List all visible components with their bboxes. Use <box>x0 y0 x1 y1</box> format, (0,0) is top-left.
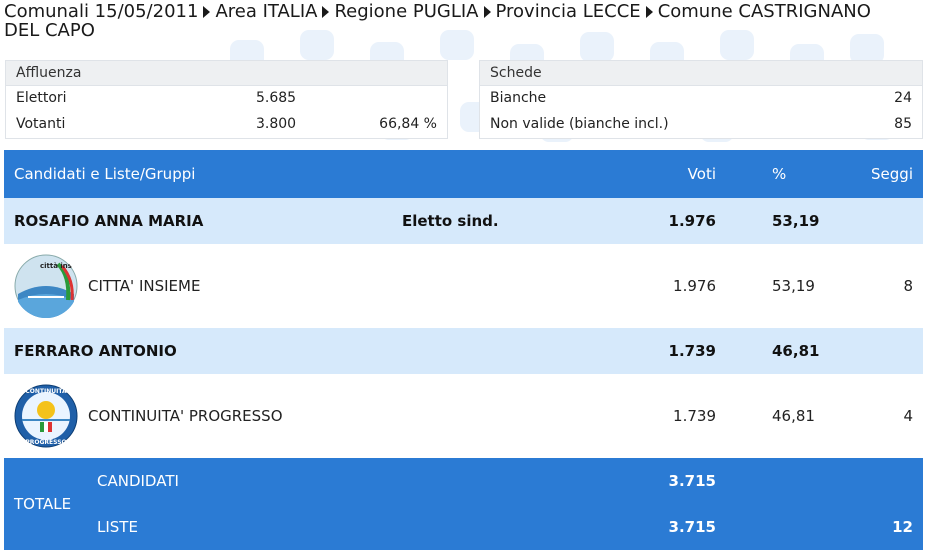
list-row: CONTINUITÀ PROGRESSO CONTINUITA' PROGRES… <box>4 374 923 458</box>
elettori-value: 5.685 <box>256 90 296 106</box>
header-voti: Voti <box>688 165 716 183</box>
votanti-row: Votanti 3.800 66,84 % <box>6 112 447 138</box>
results-table: Candidati e Liste/Gruppi Voti % Seggi RO… <box>4 150 923 550</box>
breadcrumb-region[interactable]: Regione PUGLIA <box>334 1 478 22</box>
totale-liste-seggi: 12 <box>892 518 913 536</box>
totale-liste-label: LISTE <box>97 518 138 536</box>
breadcrumb-province[interactable]: Provincia LECCE <box>496 1 641 22</box>
logo-text-bottom: PROGRESSO <box>25 439 66 446</box>
totale-liste-row: LISTE 3.715 12 <box>4 504 923 550</box>
totale-candidati-voti: 3.715 <box>669 472 716 490</box>
elettori-row: Elettori 5.685 <box>6 86 447 112</box>
list-seggi: 8 <box>903 277 913 295</box>
list-percent: 53,19 <box>772 277 815 295</box>
totale-candidati-row: CANDIDATI 3.715 <box>4 458 923 504</box>
breadcrumb-area[interactable]: Area ITALIA <box>215 1 317 22</box>
list-percent: 46,81 <box>772 407 815 425</box>
candidate-voti: 1.976 <box>669 212 716 230</box>
totale-liste-voti: 3.715 <box>669 518 716 536</box>
candidate-percent: 53,19 <box>772 212 819 230</box>
elected-badge: Eletto sind. <box>402 212 499 230</box>
breadcrumb-separator-icon <box>203 6 210 18</box>
header-name: Candidati e Liste/Gruppi <box>14 165 195 183</box>
list-voti: 1.739 <box>673 407 716 425</box>
list-row: città insieme CITTA' INSIEME 1.976 53,19… <box>4 244 923 328</box>
breadcrumb-election[interactable]: Comunali 15/05/2011 <box>4 1 198 22</box>
non-valide-label: Non valide (bianche incl.) <box>490 116 669 132</box>
elettori-label: Elettori <box>16 90 67 106</box>
affluenza-title: Affluenza <box>6 61 447 86</box>
candidate-voti: 1.739 <box>669 342 716 360</box>
candidate-name: FERRARO ANTONIO <box>14 342 177 360</box>
candidate-name: ROSAFIO ANNA MARIA <box>14 212 203 230</box>
non-valide-value: 85 <box>894 116 912 132</box>
bianche-value: 24 <box>894 90 912 106</box>
breadcrumb-separator-icon <box>484 6 491 18</box>
candidate-percent: 46,81 <box>772 342 819 360</box>
votanti-label: Votanti <box>16 116 65 132</box>
table-footer: CANDIDATI 3.715 TOTALE LISTE 3.715 12 <box>4 458 923 550</box>
affluenza-box: Affluenza Elettori 5.685 Votanti 3.800 6… <box>5 60 448 139</box>
breadcrumb: Comunali 15/05/2011 Area ITALIA Regione PU… <box>4 2 904 40</box>
schede-box: Schede Bianche 24 Non valide (bianche in… <box>479 60 923 139</box>
list-name: CONTINUITA' PROGRESSO <box>88 407 283 425</box>
bianche-row: Bianche 24 <box>480 86 922 112</box>
totale-candidati-label: CANDIDATI <box>97 472 179 490</box>
breadcrumb-separator-icon <box>646 6 653 18</box>
votanti-value: 3.800 <box>256 116 296 132</box>
logo-text: città insieme <box>40 262 78 270</box>
logo-text-top: CONTINUITÀ <box>25 388 67 395</box>
list-name: CITTA' INSIEME <box>88 277 200 295</box>
schede-title: Schede <box>480 61 922 86</box>
continuita-progresso-logo-icon: CONTINUITÀ PROGRESSO <box>14 384 78 448</box>
non-valide-row: Non valide (bianche incl.) 85 <box>480 112 922 138</box>
votanti-percent: 66,84 % <box>379 116 437 132</box>
header-seggi: Seggi <box>871 165 913 183</box>
table-header: Candidati e Liste/Gruppi Voti % Seggi <box>4 150 923 198</box>
citta-insieme-logo-icon: città insieme <box>14 254 78 318</box>
list-voti: 1.976 <box>673 277 716 295</box>
bianche-label: Bianche <box>490 90 546 106</box>
candidate-row: FERRARO ANTONIO 1.739 46,81 <box>4 328 923 374</box>
header-percent: % <box>772 165 786 183</box>
candidate-row: ROSAFIO ANNA MARIA Eletto sind. 1.976 53… <box>4 198 923 244</box>
list-seggi: 4 <box>903 407 913 425</box>
breadcrumb-separator-icon <box>322 6 329 18</box>
